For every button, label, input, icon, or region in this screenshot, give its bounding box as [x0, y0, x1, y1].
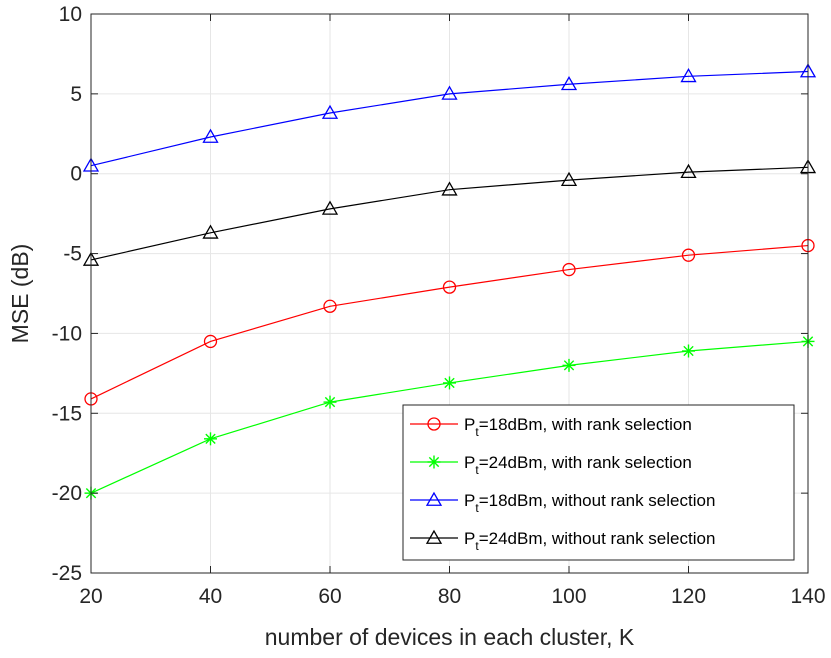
series-layer: [82, 63, 817, 500]
data-point: [680, 163, 697, 179]
data-point: [562, 358, 576, 372]
data-point: [321, 200, 339, 215]
y-tick-label: -25: [52, 562, 82, 585]
y-tick-label: -5: [63, 243, 82, 266]
data-point: [321, 104, 339, 119]
data-point: [441, 85, 458, 100]
asterisk-stroke: [324, 396, 336, 408]
data-point: [442, 280, 457, 294]
legend-marker: [427, 455, 441, 469]
data-point: [441, 181, 458, 196]
legend: Pt=18dBm, with rank selection Pt=24dBm, w…: [402, 404, 795, 561]
y-axis-title: MSE (dB): [7, 244, 33, 344]
x-tick-label: 60: [318, 585, 341, 608]
x-tick-label: 80: [438, 585, 461, 608]
asterisk-stroke: [563, 360, 575, 371]
data-point: [203, 334, 218, 349]
y-tick-label: 0: [70, 163, 82, 186]
legend-label: Pt=18dBm, with rank selection: [464, 415, 692, 439]
x-axis-title: number of devices in each cluster, K: [265, 624, 635, 650]
y-tick-label: -10: [52, 322, 82, 345]
legend-label: Pt=24dBm, with rank selection: [464, 453, 692, 477]
x-tick-label: 40: [199, 585, 222, 608]
series-line: [90, 166, 809, 261]
y-tick-label: 10: [59, 3, 82, 26]
asterisk-stroke: [444, 377, 455, 389]
y-tick-label: 5: [70, 83, 82, 106]
legend-marker: [427, 417, 441, 431]
series-3: [82, 63, 817, 172]
data-point: [323, 299, 337, 313]
data-point: [204, 432, 217, 446]
data-point: [560, 75, 578, 91]
asterisk-stroke: [683, 345, 694, 357]
x-tick-label: 20: [79, 585, 102, 608]
legend-item: Pt=18dBm, without rank selection: [410, 491, 715, 515]
series-line: [90, 70, 809, 167]
x-tick-label: 100: [551, 585, 586, 608]
y-tick-label: -15: [52, 402, 82, 425]
asterisk-stroke: [428, 456, 440, 468]
data-point: [562, 262, 576, 277]
legend-marker: [425, 491, 443, 506]
data-point: [202, 128, 219, 143]
legend-marker: [425, 529, 443, 544]
legend-label: Pt=18dBm, without rank selection: [464, 491, 715, 515]
y-tick-label: -20: [52, 482, 82, 505]
data-point: [682, 344, 695, 358]
legend-item: Pt=24dBm, without rank selection: [410, 529, 715, 553]
legend-item: Pt=24dBm, with rank selection: [410, 453, 692, 477]
data-point: [443, 376, 456, 390]
legend-item: Pt=18dBm, with rank selection: [410, 415, 692, 439]
legend-box: [402, 404, 795, 561]
data-point: [202, 224, 219, 239]
data-point: [681, 248, 696, 262]
series-1: [84, 238, 815, 406]
series-line: [90, 244, 809, 400]
series-4: [82, 159, 817, 266]
legend-label: Pt=24dBm, without rank selection: [464, 529, 715, 553]
x-tick-label: 140: [790, 585, 825, 608]
data-point: [560, 171, 578, 187]
data-point: [323, 395, 337, 409]
axis-ticks: 20 40 60 80 100 120 140 -25 -20 -15 -10 -5 0 5 10: [52, 3, 826, 608]
asterisk-stroke: [205, 433, 216, 445]
data-point: [680, 67, 697, 83]
x-tick-label: 120: [671, 585, 706, 608]
